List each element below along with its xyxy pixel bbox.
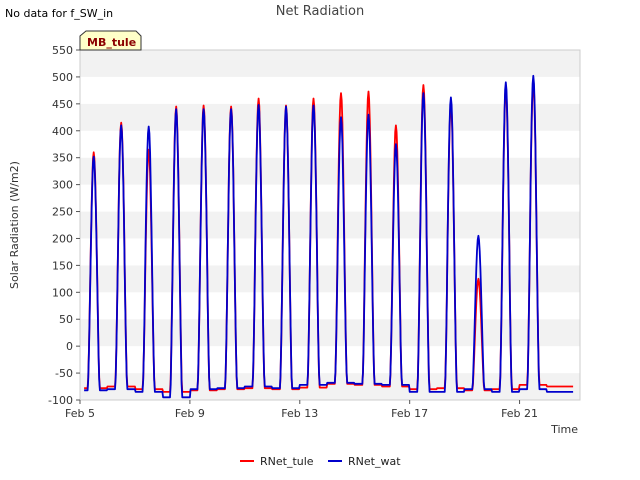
plot-frame bbox=[79, 49, 581, 401]
site-badge-label: MB_tule bbox=[87, 36, 136, 49]
grid-band bbox=[80, 292, 580, 320]
y-tick-label: 100 bbox=[52, 286, 73, 299]
grid-band bbox=[80, 238, 580, 266]
series-line-RNet_wat bbox=[83, 74, 574, 399]
x-tick-label: Feb 17 bbox=[391, 407, 428, 420]
chart-title: Net Radiation bbox=[276, 4, 364, 19]
grid-band bbox=[80, 346, 580, 374]
y-tick-label: -50 bbox=[55, 367, 73, 380]
grid-band bbox=[80, 319, 580, 347]
site-badge-shape bbox=[79, 30, 142, 51]
x-axis-ticks: Feb 5 Feb 9 Feb 13 Feb 17 Feb 21 bbox=[65, 400, 538, 420]
no-data-note: No data for f_SW_in bbox=[5, 7, 114, 20]
y-axis-ticks: -100 -50 0 50 100 150 200 250 300 350 400 450 500 550 bbox=[48, 44, 80, 407]
y-tick-label: 500 bbox=[52, 71, 73, 84]
y-tick-label: 0 bbox=[66, 340, 73, 353]
grid-band bbox=[80, 265, 580, 293]
y-tick-label: 550 bbox=[52, 44, 73, 57]
x-tick-label: Feb 5 bbox=[65, 407, 95, 420]
legend: RNet_tule RNet_wat bbox=[240, 455, 401, 468]
y-tick-label: 250 bbox=[52, 206, 73, 219]
x-tick-label: Feb 21 bbox=[501, 407, 538, 420]
site-badge: MB_tule bbox=[79, 30, 142, 51]
grid-band bbox=[80, 211, 580, 239]
grid-band bbox=[80, 130, 580, 158]
y-tick-label: 350 bbox=[52, 152, 73, 165]
grid-band bbox=[80, 157, 580, 185]
grid-bands bbox=[80, 50, 580, 400]
y-tick-label: 300 bbox=[52, 179, 73, 192]
y-tick-label: -100 bbox=[48, 394, 73, 407]
y-tick-label: 150 bbox=[52, 259, 73, 272]
x-axis-label: Time bbox=[550, 423, 578, 436]
y-tick-label: 400 bbox=[52, 125, 73, 138]
grid-band bbox=[80, 184, 580, 212]
y-tick-label: 200 bbox=[52, 232, 73, 245]
legend-label-RNet_wat: RNet_wat bbox=[348, 455, 401, 468]
grid-band bbox=[80, 103, 580, 131]
y-tick-label: 450 bbox=[52, 98, 73, 111]
y-tick-label: 50 bbox=[59, 313, 73, 326]
legend-label-RNet_tule: RNet_tule bbox=[260, 455, 314, 468]
grid-band bbox=[80, 76, 580, 104]
x-tick-label: Feb 13 bbox=[281, 407, 318, 420]
series-lines bbox=[83, 74, 574, 399]
y-axis-label: Solar Radiation (W/m2) bbox=[8, 161, 21, 289]
grid-band bbox=[80, 50, 580, 77]
x-tick-label: Feb 9 bbox=[175, 407, 205, 420]
